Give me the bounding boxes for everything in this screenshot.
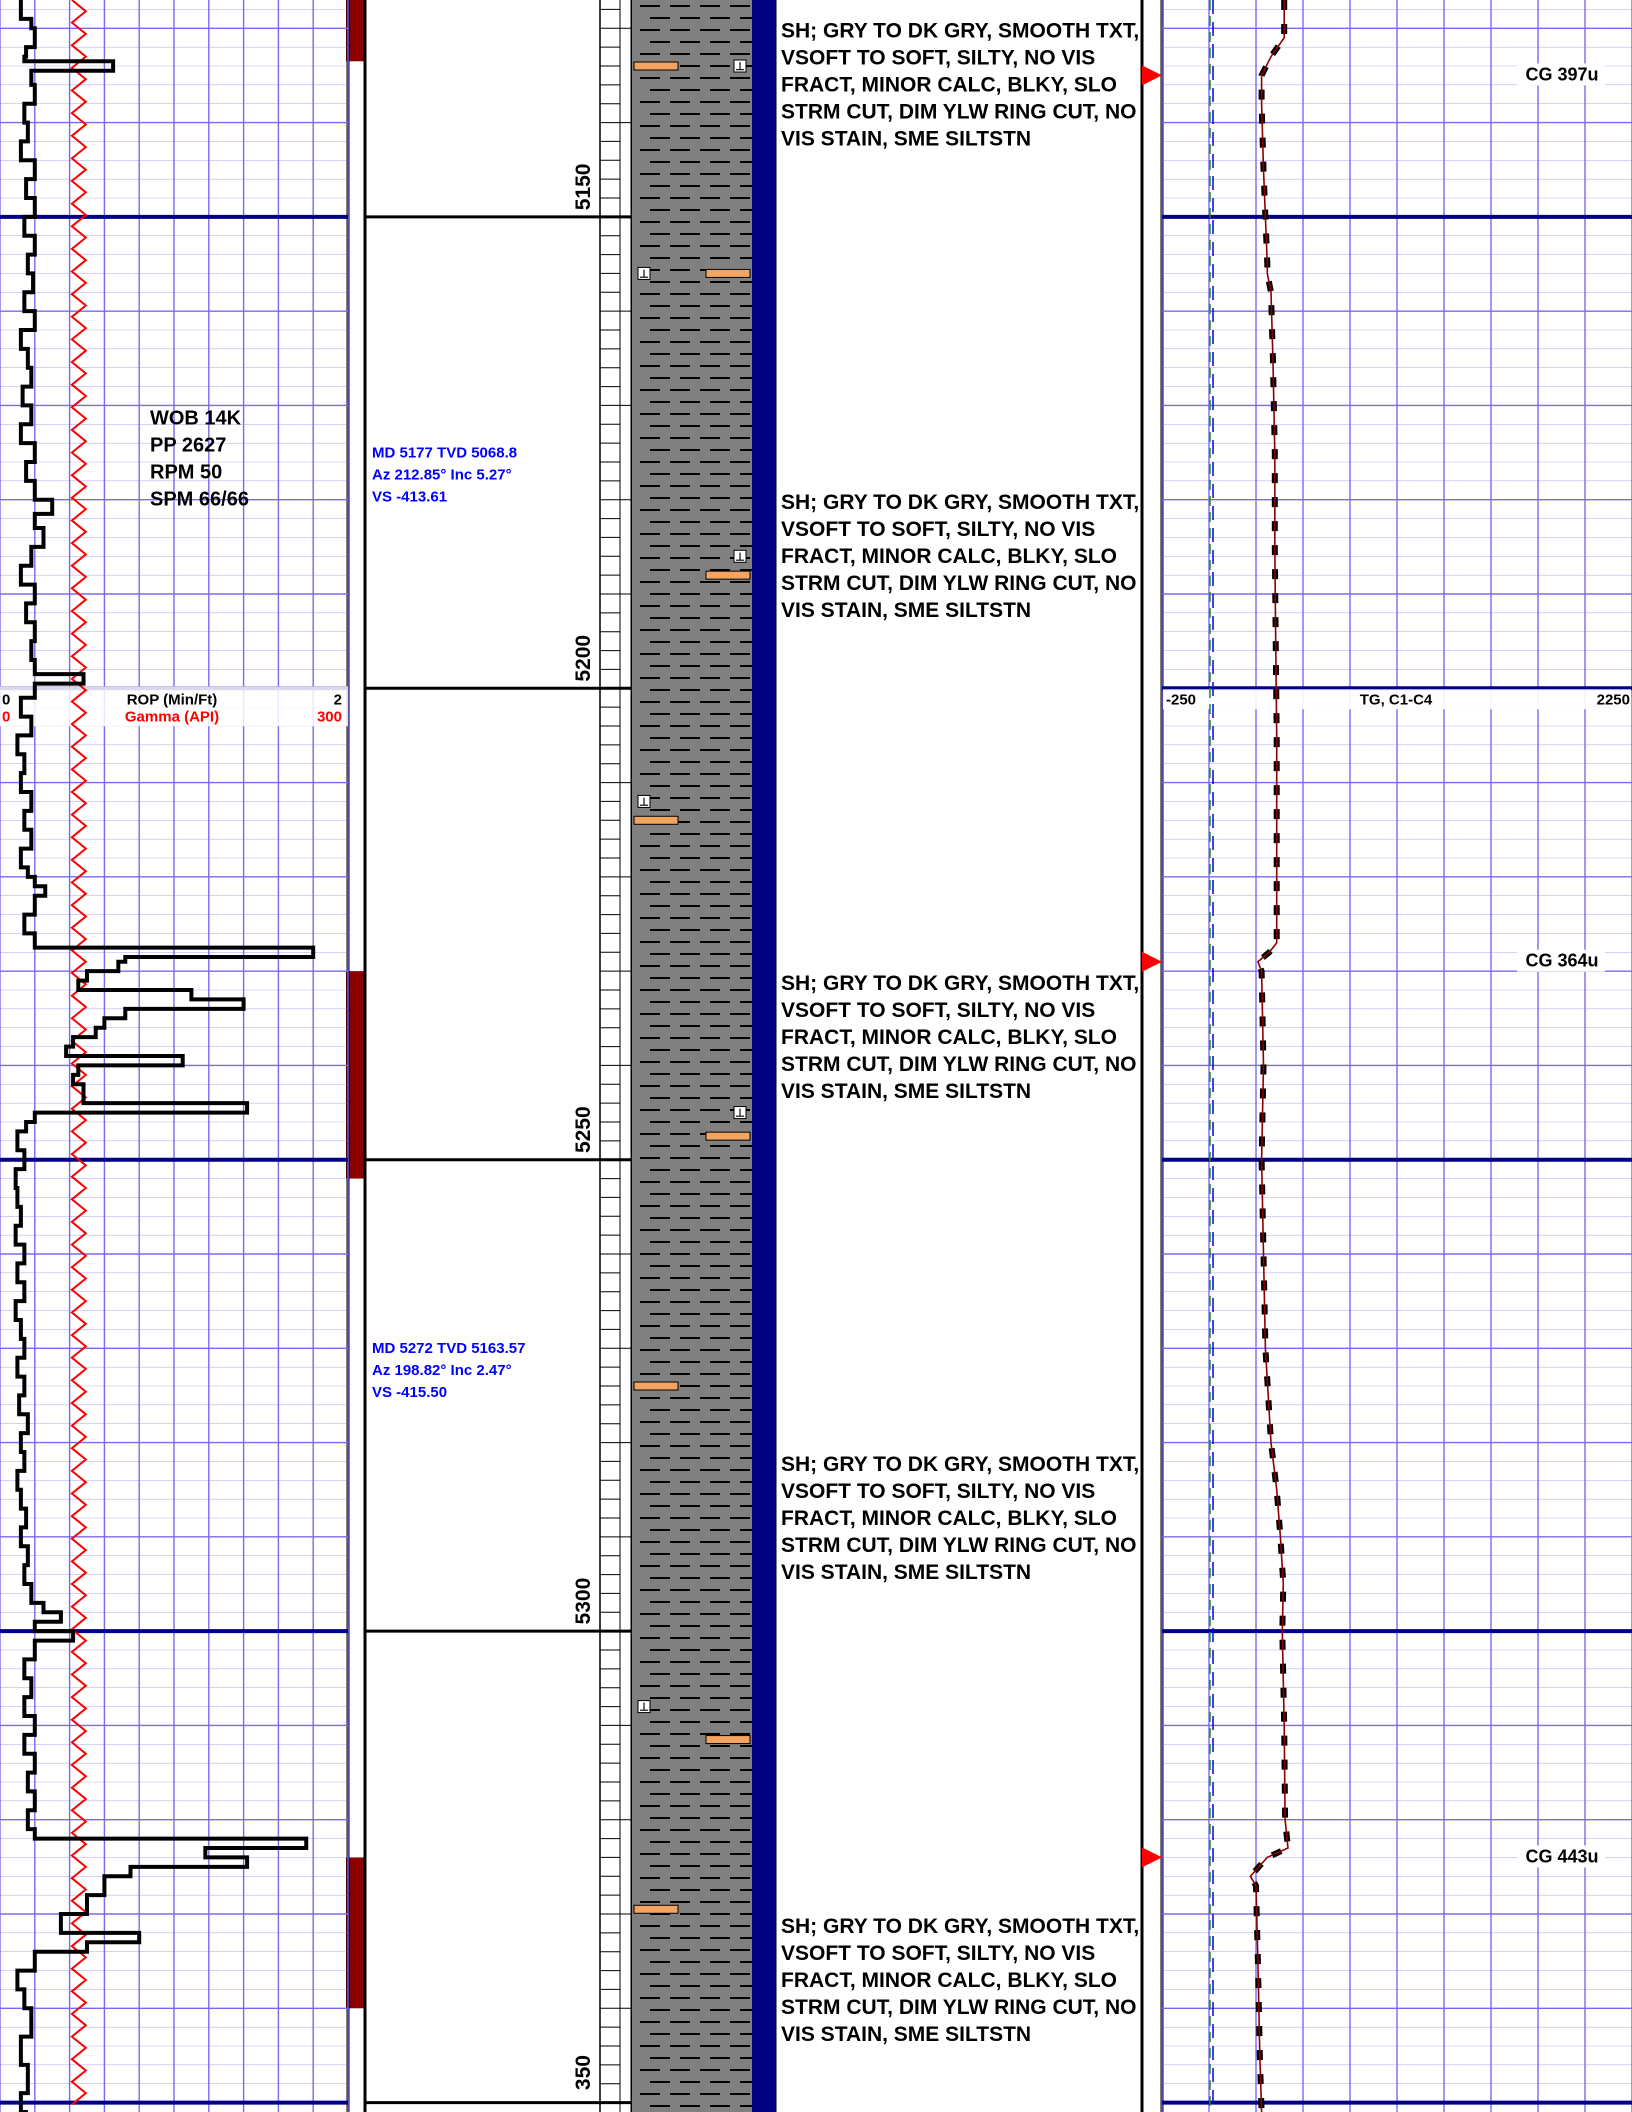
siltstone-stringer	[705, 1131, 751, 1141]
connection-gas-label: CG 443u	[1525, 1846, 1598, 1866]
lithology-description: SH; GRY TO DK GRY, SMOOTH TXT,	[781, 491, 1139, 514]
lithology-description: SH; GRY TO DK GRY, SMOOTH TXT,	[781, 20, 1139, 43]
description-track: SH; GRY TO DK GRY, SMOOTH TXT, VSOFT TO S…	[781, 20, 1139, 2046]
drilling-parameter: RPM 50	[150, 461, 222, 483]
gamma-scale-max: 300	[317, 708, 342, 725]
sample-mark	[733, 59, 747, 73]
lithology-description: SH; GRY TO DK GRY, SMOOTH TXT,	[781, 1915, 1139, 1938]
lithology-description: FRACT, MINOR CALC, BLKY, SLO	[781, 545, 1117, 568]
gamma-scale-min: 0	[2, 708, 10, 725]
siltstone-stringer	[705, 1735, 751, 1745]
lithology-description: STRM CUT, DIM YLW RING CUT, NO	[781, 1996, 1136, 2019]
rop-gamma-track: 0 2 ROP (Min/Ft) 0 300 Gamma (API) WOB 14K PP 2…	[0, 0, 349, 2112]
lithology-description: STRM CUT, DIM YLW RING CUT, NO	[781, 1053, 1136, 1076]
depth-label: 350	[572, 2055, 595, 2090]
siltstone-stringer	[633, 1904, 679, 1914]
depth-label: 5150	[572, 164, 595, 211]
lithology-description: VIS STAIN, SME SILTSTN	[781, 128, 1031, 151]
rop-label: ROP (Min/Ft)	[127, 691, 218, 708]
survey-note: VS -413.61	[372, 488, 447, 505]
lithology-description: VSOFT TO SOFT, SILTY, NO VIS	[781, 47, 1095, 70]
gamma-curve	[70, 0, 88, 2106]
rop-scale-min: 0	[2, 691, 10, 708]
survey-track: MD 5177 TVD 5068.8 Az 212.85° Inc 5.27° VS…	[365, 215, 632, 2105]
sample-interval-bar	[346, 1857, 365, 2009]
siltstone-stringer	[633, 1381, 679, 1391]
depth-label: 5200	[572, 635, 595, 682]
sample-mark	[637, 266, 651, 280]
lithology-description: FRACT, MINOR CALC, BLKY, SLO	[781, 1969, 1117, 1992]
siltstone-stringer	[633, 61, 679, 71]
lithology-description: STRM CUT, DIM YLW RING CUT, NO	[781, 572, 1136, 595]
survey-note: VS -415.50	[372, 1384, 447, 1401]
drilling-parameter: SPM 66/66	[150, 488, 249, 510]
shale-fill	[632, 0, 752, 2112]
lithology-description: VIS STAIN, SME SILTSTN	[781, 2023, 1031, 2046]
lithology-description: VSOFT TO SOFT, SILTY, NO VIS	[781, 999, 1095, 1022]
connection-gas-label-bg	[1517, 949, 1605, 972]
track1-header-bg	[0, 686, 348, 727]
lithology-description: VIS STAIN, SME SILTSTN	[781, 1080, 1031, 1103]
drilling-parameter: PP 2627	[150, 434, 226, 456]
sample-interval-bar	[346, 971, 365, 1179]
total-gas-curve	[1249, 0, 1289, 2112]
connection-gas-label-bg	[1517, 1845, 1605, 1868]
connection-gas-marker	[1142, 951, 1162, 972]
connection-gas-label: CG 397u	[1525, 64, 1598, 84]
sample-mark	[637, 1700, 651, 1714]
sample-mark-glyph: ⊥	[735, 61, 745, 73]
lithology-description: VSOFT TO SOFT, SILTY, NO VIS	[781, 1942, 1095, 1965]
lithology-description: VIS STAIN, SME SILTSTN	[781, 1561, 1031, 1584]
lithology-description: FRACT, MINOR CALC, BLKY, SLO	[781, 1026, 1117, 1049]
lithology-description: FRACT, MINOR CALC, BLKY, SLO	[781, 74, 1117, 97]
survey-note: MD 5177 TVD 5068.8	[372, 444, 517, 461]
drilling-parameter: WOB 14K	[150, 407, 242, 429]
sample-mark-glyph: ⊥	[639, 1702, 649, 1714]
survey-note: MD 5272 TVD 5163.57	[372, 1340, 525, 1357]
sample-interval-bar	[346, 0, 365, 62]
gas-label: TG, C1-C4	[1360, 691, 1433, 708]
sample-mark-glyph: ⊥	[639, 796, 649, 808]
survey-note: Az 198.82° Inc 2.47°	[372, 1362, 512, 1379]
depth-label: 5250	[572, 1106, 595, 1153]
sample-mark-glyph: ⊥	[639, 268, 649, 280]
lithology-description: STRM CUT, DIM YLW RING CUT, NO	[781, 101, 1136, 124]
connection-gas-label: CG 364u	[1525, 951, 1598, 971]
connection-gas-marker	[1142, 1847, 1162, 1868]
gamma-label: Gamma (API)	[125, 708, 219, 725]
sample-mark-glyph: ⊥	[735, 1108, 745, 1120]
sample-mark	[733, 549, 747, 563]
lithology-description: SH; GRY TO DK GRY, SMOOTH TXT,	[781, 972, 1139, 995]
lithology-track: ⊥ ⊥ ⊥ ⊥ ⊥ ⊥	[632, 0, 775, 2112]
lithology-description: FRACT, MINOR CALC, BLKY, SLO	[781, 1507, 1117, 1530]
siltstone-stringer	[705, 268, 751, 278]
lithology-color-bar	[752, 0, 775, 2112]
lithology-description: STRM CUT, DIM YLW RING CUT, NO	[781, 1534, 1136, 1557]
lithology-description: VSOFT TO SOFT, SILTY, NO VIS	[781, 518, 1095, 541]
sample-mark	[733, 1106, 747, 1120]
gas-header-bg	[1163, 689, 1631, 710]
siltstone-stringer	[633, 815, 679, 825]
siltstone-stringer	[705, 570, 751, 580]
survey-note: Az 212.85° Inc 5.27°	[372, 466, 512, 483]
gas-scale-min: -250	[1166, 691, 1196, 708]
sample-mark-glyph: ⊥	[735, 551, 745, 563]
depth-track: 5150 5200 5250 5300 350	[572, 0, 632, 2112]
rop-curve	[13, 0, 316, 2112]
gas-track: -250 2250 TG, C1-C4 CG 397u CG 364u CG 443u	[1142, 0, 1632, 2112]
connection-gas-marker	[1142, 65, 1162, 86]
connection-gas-label-bg	[1517, 63, 1605, 86]
lithology-description: VIS STAIN, SME SILTSTN	[781, 599, 1031, 622]
rop-scale-max: 2	[334, 691, 342, 708]
lithology-description: SH; GRY TO DK GRY, SMOOTH TXT,	[781, 1453, 1139, 1476]
lithology-description: VSOFT TO SOFT, SILTY, NO VIS	[781, 1480, 1095, 1503]
sample-mark	[637, 794, 651, 808]
gas-scale-max: 2250	[1597, 691, 1630, 708]
depth-label: 5300	[572, 1578, 595, 1625]
